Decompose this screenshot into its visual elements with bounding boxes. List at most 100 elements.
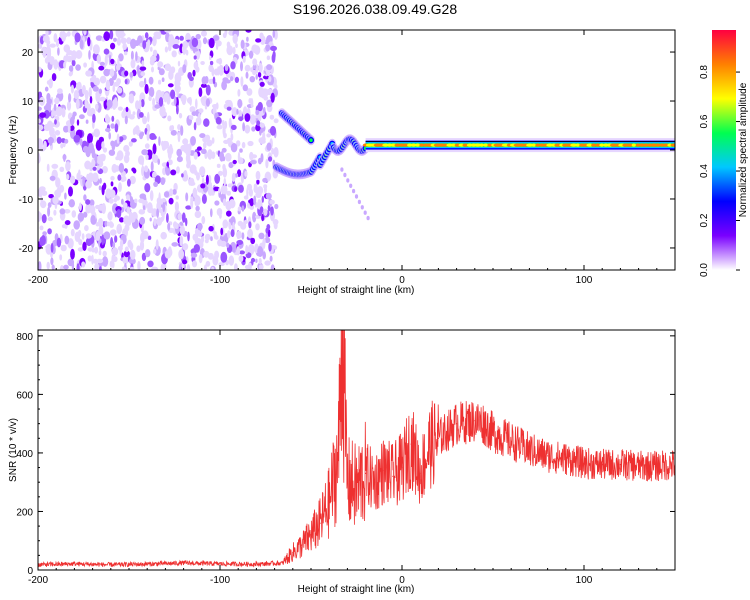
spectrogram-noise-cell <box>151 266 159 270</box>
spectrogram-noise-cell <box>150 46 153 52</box>
spectrogram-noise-cell <box>130 59 136 69</box>
spectrogram-noise-cell <box>221 80 228 91</box>
spectrogram-noise-cell <box>244 219 248 224</box>
snr-x-tick-label: 100 <box>576 575 593 586</box>
spectrogram-noise-cell <box>181 173 184 178</box>
spectrogram-noise-cell <box>209 55 212 61</box>
spectrogram-noise-cell <box>232 221 235 231</box>
spectrogram-noise-cell <box>152 49 158 57</box>
spectrogram-cell <box>642 143 650 147</box>
spectrogram-noise-cell <box>147 260 154 268</box>
spectrogram-noise-cell <box>81 233 85 240</box>
spectrogram-noise-cell <box>98 225 104 235</box>
spectrogram-noise-cell <box>92 172 99 183</box>
spectrogram-noise-cell <box>55 106 63 117</box>
spectrogram-noise-cell <box>116 209 122 218</box>
spectrogram-noise-cell <box>259 81 265 87</box>
spectrogram-noise-cell <box>44 57 50 64</box>
spectrogram-noise-cell <box>119 217 124 223</box>
snr-data-point <box>428 446 430 448</box>
spectrogram-noise-cell <box>193 151 198 160</box>
snr-y-axis-label: SNR (10 * v/v) <box>8 418 19 482</box>
spectrogram-noise-cell <box>215 116 222 125</box>
spectrogram-noise-cell <box>271 147 275 155</box>
spectrogram-noise-cell <box>270 45 277 52</box>
spectrogram-noise-cell <box>111 140 116 151</box>
spectrogram-noise-cell <box>222 219 229 229</box>
spectrogram-noise-cell <box>269 255 273 262</box>
spectrogram-noise-cell <box>248 188 253 197</box>
spectrogram-cell <box>635 143 641 147</box>
spectrogram-noise-cell <box>249 198 254 207</box>
spectrogram-noise-cell <box>193 244 200 253</box>
spectrogram-noise-cell <box>83 62 87 68</box>
spectrogram-noise-cell <box>272 30 276 38</box>
spectrogram-noise-cell <box>232 248 236 253</box>
snr-x-axis-label: Height of straight line (km) <box>298 584 415 595</box>
spectrogram-noise-cell <box>129 266 135 270</box>
snr-data-point <box>483 423 485 425</box>
spectrogram-noise-cell <box>139 240 145 251</box>
spectrogram-noise-cell <box>255 109 260 116</box>
spectrogram-noise-cell <box>153 218 157 227</box>
spectrogram-noise-cell <box>125 106 129 113</box>
spectrogram-noise-cell <box>238 255 244 262</box>
spectrogram-noise-cell <box>175 195 179 200</box>
spectrogram-noise-cell <box>51 73 57 82</box>
spectrogram-noise-cell <box>104 54 108 66</box>
spectrogram-noise-cell <box>75 50 83 59</box>
spectrogram-noise-cell <box>50 257 54 266</box>
spectrogram-noise-cell <box>152 143 157 155</box>
spectrogram-noise-cell <box>201 76 207 85</box>
spectrogram-noise-cell <box>181 212 186 223</box>
spectrogram-noise-cell <box>81 84 86 95</box>
spectrogram-noise-cell <box>78 169 81 178</box>
spectrogram-noise-cell <box>41 46 48 56</box>
snr-data-point <box>310 534 312 536</box>
spectrogram-x-tick-label: 0 <box>399 275 405 286</box>
spectrogram-noise-cell <box>110 229 117 236</box>
spectrogram-cell <box>670 143 675 147</box>
spectrogram-noise-cell <box>245 244 249 255</box>
spectrogram-noise-cell <box>179 35 184 41</box>
spectrogram-noise-cell <box>113 37 117 42</box>
spectrogram-noise-cell <box>71 50 77 61</box>
spectrogram-noise-cell <box>111 254 115 264</box>
spectrogram-noise-cell <box>266 64 273 71</box>
spectrogram-noise-cell <box>186 158 191 168</box>
spectrogram-noise-cell <box>102 256 109 267</box>
spectrogram-noise-cell <box>227 230 231 239</box>
spectrogram-noise-cell <box>168 34 175 46</box>
snr-data-point <box>547 455 549 457</box>
spectrogram-cell <box>407 143 413 147</box>
spectrogram-noise-cell <box>122 256 129 265</box>
spectrogram-noise-cell <box>142 115 148 125</box>
spectrogram-noise-cell <box>271 53 276 64</box>
spectrogram-noise-cell <box>176 166 180 174</box>
spectrogram-noise-cell <box>130 50 134 61</box>
spectrogram-noise-cell <box>85 203 92 214</box>
spectrogram-noise-cell <box>165 63 171 70</box>
spectrogram-noise-cell <box>244 170 248 177</box>
spectrogram-noise-cell <box>216 208 223 216</box>
spectrogram-noise-cell <box>49 56 55 65</box>
snr-data-point <box>638 465 640 467</box>
spectrogram-noise-cell <box>152 97 156 107</box>
spectrogram-noise-cell <box>66 31 71 37</box>
spectrogram-noise-cell <box>226 210 232 217</box>
spectrogram-noise-cell <box>90 215 96 225</box>
spectrogram-noise-cell <box>238 116 244 121</box>
spectrogram-noise-cell <box>63 153 66 162</box>
spectrogram-noise-cell <box>53 59 59 70</box>
spectrogram-noise-cell <box>141 60 145 67</box>
spectrogram-noise-cell <box>42 35 50 43</box>
spectrogram-noise-cell <box>237 98 243 109</box>
spectrogram-cell <box>586 143 594 147</box>
spectrogram-noise-cell <box>107 211 113 221</box>
spectrogram-noise-cell <box>149 217 152 222</box>
spectrogram-noise-cell <box>262 177 268 183</box>
spectrogram-noise-cell <box>208 37 215 49</box>
spectrogram-noise-cell <box>63 209 71 214</box>
spectrogram-noise-cell <box>105 115 111 124</box>
spectrogram-noise-cell <box>266 224 271 230</box>
